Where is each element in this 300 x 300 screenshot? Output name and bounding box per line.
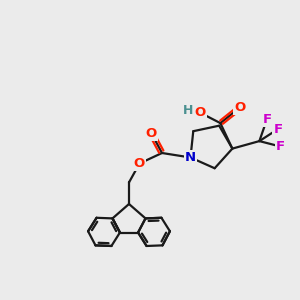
Text: F: F [276,140,285,153]
Text: F: F [273,123,283,136]
Text: H: H [183,104,193,117]
Text: O: O [234,101,245,114]
Text: F: F [262,113,272,126]
Text: O: O [146,127,157,140]
Text: O: O [194,106,206,119]
Text: N: N [185,151,196,164]
Text: O: O [134,157,145,170]
